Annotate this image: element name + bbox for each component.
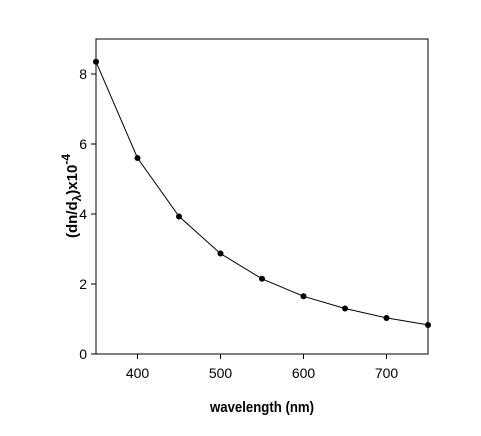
x-axis-title: wavelength (nm): [209, 399, 314, 416]
y-axis-title-rest: )x10: [64, 165, 81, 195]
series-markers: [93, 58, 431, 328]
data-point: [425, 321, 431, 328]
y-tick-label: 2: [79, 276, 87, 292]
data-point: [383, 314, 390, 321]
data-point: [300, 293, 307, 300]
series-line: [95, 61, 429, 326]
x-tick-label: 600: [292, 365, 316, 381]
data-point: [93, 58, 99, 65]
data-point: [259, 275, 265, 282]
y-tick-label: 6: [79, 136, 87, 152]
y-axis-title-superscript: -4: [59, 154, 73, 165]
y-axis-title-base: (dn/d: [64, 201, 81, 238]
x-tick-label: 500: [209, 365, 233, 381]
plot-frame: [95, 38, 429, 355]
y-axis-title-subscript: λ: [70, 194, 84, 201]
data-point: [342, 305, 348, 312]
y-tick-label: 0: [79, 346, 87, 362]
data-point: [217, 250, 224, 257]
y-axis-title: (dn/dλ)x10-4: [59, 154, 84, 238]
y-tick-label: 4: [79, 206, 87, 222]
y-tick-label: 8: [79, 66, 87, 82]
x-tick-label: 700: [375, 365, 399, 381]
axis-ticks: [91, 73, 387, 359]
data-point: [176, 213, 182, 220]
tick-labels: 400 500 600 700 0 2 4 6 8: [79, 66, 398, 381]
data-point: [134, 155, 141, 161]
x-tick-label: 400: [126, 365, 150, 381]
